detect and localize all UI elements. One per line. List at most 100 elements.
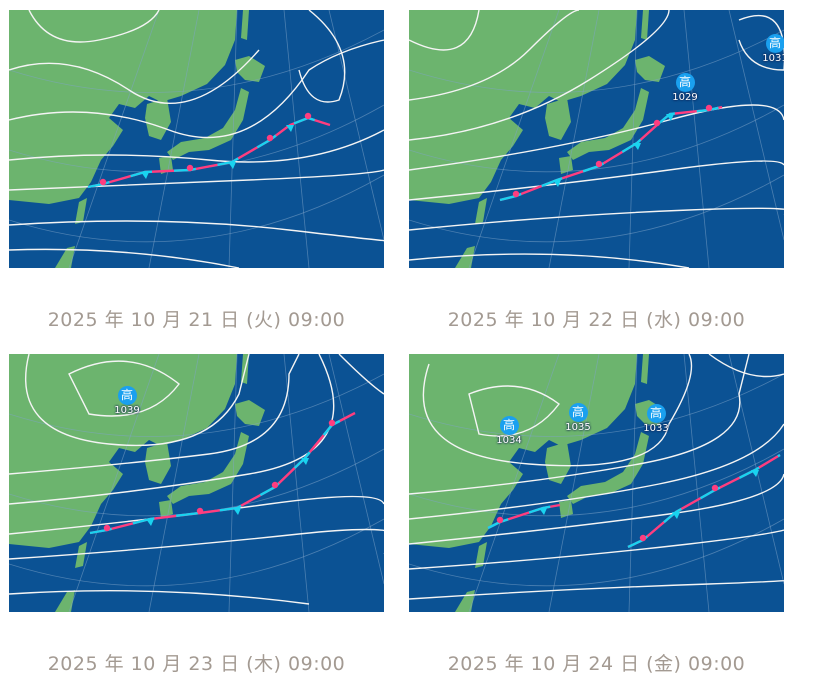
cold-front-symbol — [666, 114, 674, 121]
high-pressure-center: 高 1033 — [636, 404, 676, 434]
map-canvas — [9, 10, 384, 268]
isobar — [298, 10, 346, 103]
cold-front-symbol — [672, 512, 680, 519]
weather-map-oct-23[interactable]: 高 1039 — [9, 354, 384, 612]
graticule-line — [548, 10, 600, 268]
land — [641, 354, 649, 384]
isobar — [9, 589, 310, 605]
graticule-line — [728, 10, 784, 241]
map-caption: 2025 年 10 月 24 日 (金) 09:00 — [447, 653, 746, 675]
warm-front-symbol — [496, 516, 504, 524]
isobar — [9, 49, 260, 104]
stationary-front-cold-segment — [487, 503, 561, 530]
graticule-line — [9, 174, 384, 243]
high-pressure-center: 高 1035 — [558, 403, 598, 433]
isobar — [738, 15, 784, 71]
land — [145, 442, 171, 484]
weather-map-oct-21[interactable] — [9, 10, 384, 268]
cold-front-symbol — [553, 180, 561, 187]
graticule-line — [9, 518, 384, 587]
high-pressure-center: 高 1029 — [665, 73, 705, 103]
high-pressure-symbol: 高 — [499, 416, 519, 435]
isobar — [9, 129, 384, 163]
graticule-line — [283, 354, 310, 612]
warm-front-symbol — [512, 190, 520, 198]
warm-front-symbol — [99, 178, 107, 186]
isobar — [9, 169, 384, 191]
cold-front-symbol — [233, 508, 241, 515]
isobar — [409, 253, 690, 268]
graticule-line — [68, 10, 160, 268]
map-caption: 2025 年 10 月 22 日 (水) 09:00 — [447, 309, 746, 331]
map-caption: 2025 年 10 月 23 日 (木) 09:00 — [47, 653, 346, 675]
land — [167, 432, 249, 504]
land — [409, 10, 637, 204]
graticule-line — [468, 10, 560, 268]
map-canvas — [409, 10, 784, 268]
land — [235, 400, 265, 426]
isobar — [28, 10, 160, 43]
isobar — [9, 220, 384, 242]
isobar — [409, 10, 670, 141]
warm-front-symbol — [266, 134, 274, 142]
stationary-front-cold-segment — [87, 116, 331, 189]
map-canvas — [9, 354, 384, 612]
weather-map-oct-22[interactable]: 高1029高1031 — [409, 10, 784, 268]
warm-front-symbol — [705, 104, 713, 112]
stationary-front-cold-segment — [499, 105, 723, 202]
weather-map-oct-24[interactable]: 高 1034 高 1035 高 1033 — [409, 354, 784, 612]
cold-front-symbol — [286, 125, 294, 132]
cold-front-symbol — [141, 172, 149, 179]
stationary-front — [499, 105, 723, 202]
land — [235, 56, 265, 82]
warm-front-symbol — [595, 160, 603, 168]
land — [75, 198, 87, 224]
graticule-line — [9, 29, 384, 93]
warm-front-symbol — [328, 419, 336, 427]
map-canvas — [409, 354, 784, 612]
isobar — [409, 207, 784, 231]
pressure-value: 1039 — [114, 405, 140, 416]
graticule-line — [148, 354, 200, 612]
isobar — [409, 473, 784, 545]
isobar — [409, 574, 784, 600]
graticule-line — [409, 174, 784, 243]
land — [475, 198, 487, 224]
isobar — [9, 528, 384, 560]
pressure-value: 1034 — [496, 435, 522, 446]
isobar — [409, 160, 784, 201]
warm-front-symbol — [304, 112, 312, 120]
land — [9, 354, 237, 548]
cold-front-symbol — [146, 519, 154, 526]
land — [545, 98, 571, 140]
pressure-value: 1031 — [762, 53, 784, 64]
warm-front-symbol — [186, 164, 194, 172]
stationary-front-cold-segment — [627, 453, 781, 549]
isobar — [9, 495, 384, 535]
warm-front-symbol — [639, 534, 647, 542]
isobar — [409, 423, 784, 520]
high-pressure-symbol: 高 — [675, 73, 695, 92]
graticule-line — [628, 354, 638, 612]
cold-front-symbol — [228, 162, 236, 169]
graticule-line — [283, 10, 310, 268]
pressure-value: 1035 — [565, 422, 591, 433]
isobar — [9, 354, 300, 475]
land — [145, 98, 171, 140]
stationary-front — [87, 116, 331, 189]
high-pressure-center: 高1031 — [755, 34, 784, 64]
pressure-value: 1029 — [672, 92, 698, 103]
graticule-line — [68, 354, 160, 612]
graticule-line — [328, 10, 384, 241]
land — [55, 590, 75, 612]
warm-front-symbol — [271, 481, 279, 489]
graticule-line — [628, 10, 638, 268]
graticule-line — [409, 448, 784, 517]
isobar — [468, 385, 560, 437]
land — [455, 590, 475, 612]
warm-front-symbol — [711, 484, 719, 492]
isobar — [409, 354, 750, 495]
cold-front-symbol — [633, 143, 641, 150]
warm-front-symbol — [653, 119, 661, 127]
land — [567, 88, 649, 160]
